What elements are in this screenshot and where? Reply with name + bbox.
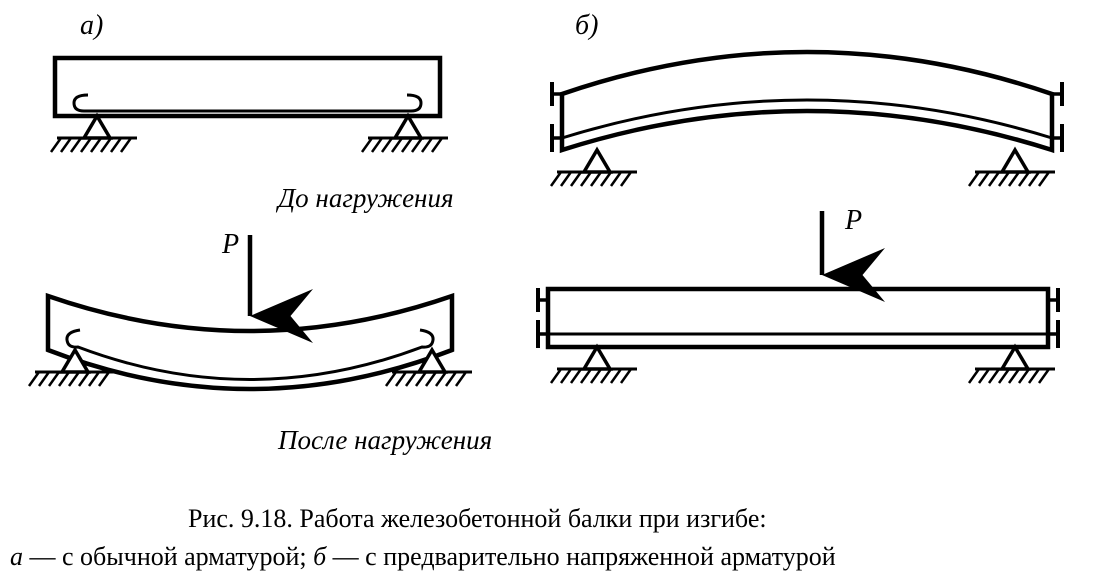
label-after: После нагружения [278,425,492,456]
caption-a-italic: а [10,542,23,571]
caption-t2: — с предварительно напряженной арматурой [326,542,836,571]
caption-b-italic: б [313,542,326,571]
diagram-svg [0,0,1102,579]
label-b: б) [575,10,598,42]
caption-line-2: а — с обычной арматурой; б — с предварит… [10,542,836,572]
label-p-left: P [222,229,239,261]
figure-canvas: а) б) До нагружения P P После нагружения… [0,0,1102,579]
label-before: До нагружения [278,183,454,214]
beam-b-before [551,52,1062,186]
beam-b-after [538,211,1058,383]
label-a: а) [80,10,103,42]
caption-line-1: Рис. 9.18. Работа железобетонной балки п… [188,504,767,534]
beam-a-after [29,235,472,389]
beam-a-before [51,58,448,152]
label-p-right: P [845,205,862,237]
caption-t1: — с обычной арматурой; [23,542,313,571]
